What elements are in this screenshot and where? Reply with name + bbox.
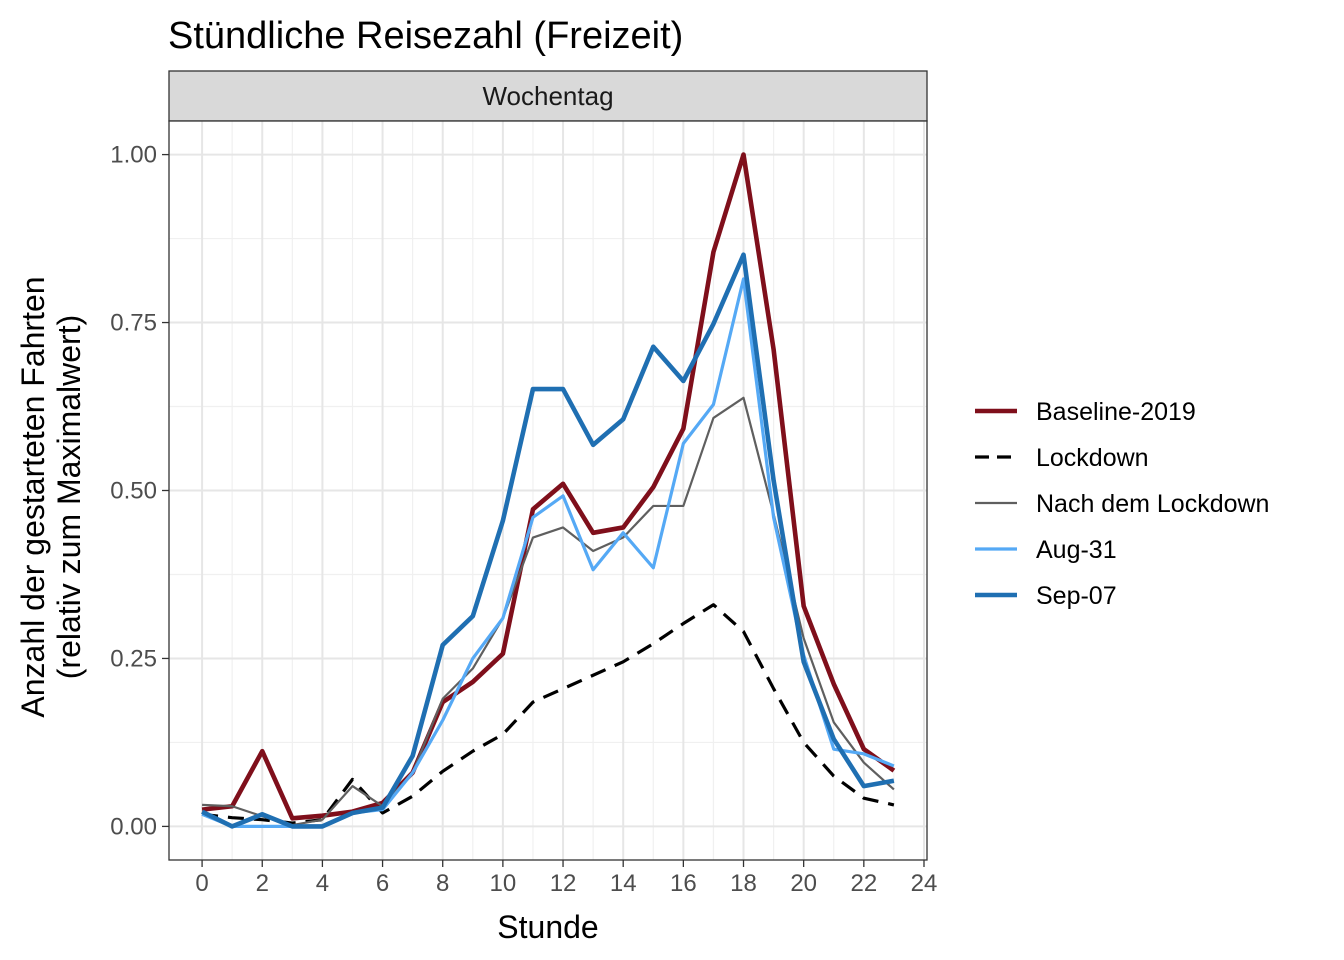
legend-label-baseline-2019: Baseline-2019 bbox=[1036, 398, 1196, 426]
chart-title: Stündliche Reisezahl (Freizeit) bbox=[168, 15, 683, 57]
x-axis: 0 2 4 6 8 10 12 14 16 18 20 22 24 bbox=[195, 860, 937, 897]
facet-strip-label: Wochentag bbox=[482, 81, 613, 111]
x-tick-label: 6 bbox=[376, 870, 389, 897]
y-axis: 0.00 0.25 0.50 0.75 1.00 bbox=[110, 142, 169, 840]
y-tick-label: 0.75 bbox=[110, 310, 157, 337]
x-tick-label: 22 bbox=[850, 870, 877, 897]
y-tick-label: 0.50 bbox=[110, 478, 157, 505]
x-tick-label: 20 bbox=[790, 870, 817, 897]
x-tick-label: 4 bbox=[316, 870, 329, 897]
legend-label-sep-07: Sep-07 bbox=[1036, 582, 1117, 610]
x-tick-label: 18 bbox=[730, 870, 757, 897]
x-tick-label: 10 bbox=[490, 870, 517, 897]
y-axis-title-line1: Anzahl der gestarteten Fahrten bbox=[15, 276, 51, 717]
y-axis-title-line2: (relativ zum Maximalwert) bbox=[51, 315, 87, 679]
x-tick-label: 12 bbox=[550, 870, 577, 897]
facet-strip-background bbox=[168, 70, 928, 122]
x-tick-label: 14 bbox=[610, 870, 637, 897]
legend-label-aug-31: Aug-31 bbox=[1036, 536, 1117, 564]
series-line-sep-07 bbox=[201, 252, 895, 829]
facet-strip: Wochentag bbox=[168, 70, 928, 122]
y-tick-label: 1.00 bbox=[110, 142, 157, 169]
y-tick-label: 0.00 bbox=[110, 813, 157, 840]
series-line-baseline-2019 bbox=[201, 152, 896, 821]
plot-panel bbox=[168, 120, 928, 861]
x-axis-title: Stunde bbox=[497, 909, 598, 945]
x-tick-label: 16 bbox=[670, 870, 697, 897]
series-lines bbox=[201, 152, 896, 829]
legend-label-lockdown: Lockdown bbox=[1036, 444, 1149, 472]
x-tick-label: 0 bbox=[195, 870, 208, 897]
y-tick-label: 0.25 bbox=[110, 645, 157, 672]
major-gridlines bbox=[169, 121, 927, 860]
x-tick-label: 24 bbox=[911, 870, 938, 897]
legend-label-nach-dem-lockdown: Nach dem Lockdown bbox=[1036, 490, 1269, 518]
legend: Baseline-2019 Lockdown Nach dem Lockdown Au… bbox=[975, 398, 1269, 610]
x-tick-label: 8 bbox=[436, 870, 449, 897]
x-tick-label: 2 bbox=[256, 870, 269, 897]
